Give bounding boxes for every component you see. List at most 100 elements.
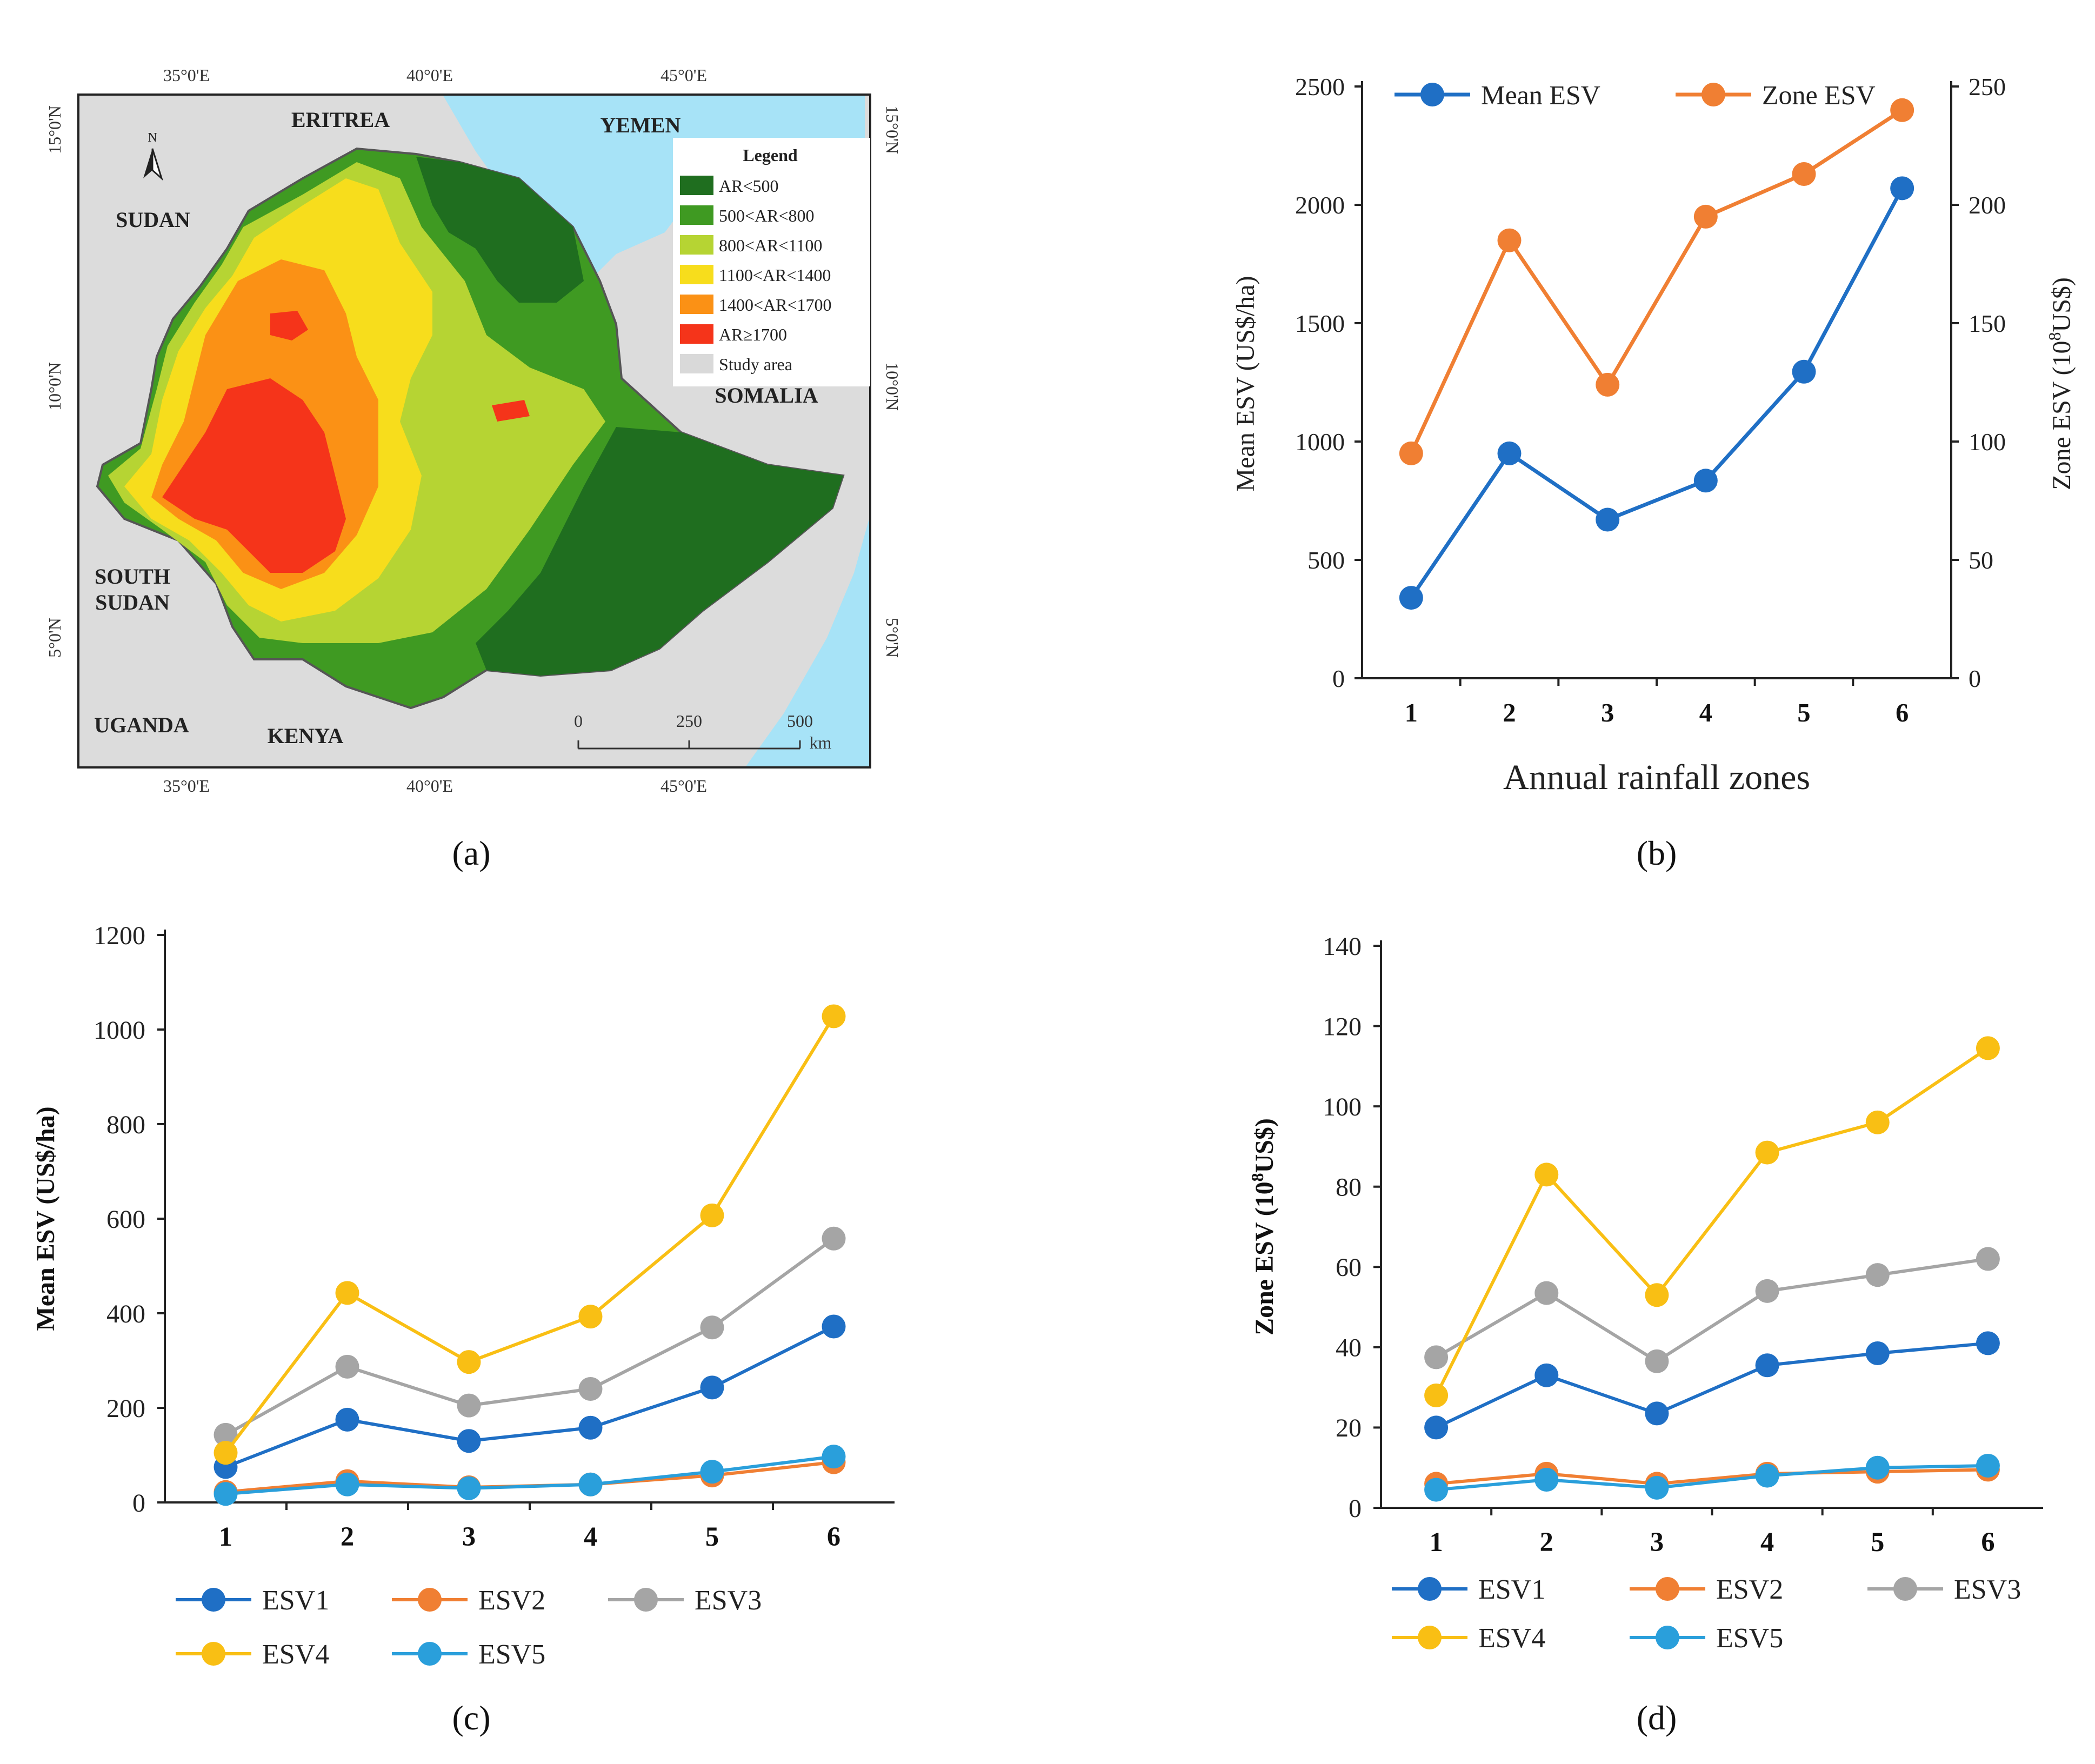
country-label-kenya: KENYA bbox=[268, 724, 344, 748]
panel-d-legend-esv3-label: ESV3 bbox=[1954, 1574, 2021, 1605]
panel-c-chart: 0 200 400 600 800 1000 1200 1 2 3 4 5 6 Mean ESV (US$… bbox=[31, 921, 895, 1670]
panel-b-chart: 0 500 1000 1500 2000 2500 0 50 100 150 200 250 1 2 3 4 5… bbox=[1231, 73, 2076, 797]
panel-c-point-esv1-6 bbox=[822, 1314, 846, 1339]
panel-b-point-zone-esv-5 bbox=[1792, 162, 1816, 186]
country-label-south-sudan-2: SUDAN bbox=[95, 590, 170, 614]
panel-d-series-line-esv3 bbox=[1435, 1257, 1989, 1364]
map-legend-swatch-2 bbox=[680, 205, 713, 225]
panel-d-ytick-label-120: 120 bbox=[1323, 1012, 1362, 1041]
panel-d-ylabel-end: US$) bbox=[1250, 1118, 1279, 1173]
panel-b-y2label-main: Zone ESV (10 bbox=[2047, 340, 2076, 490]
panel-d-point-esv4-1 bbox=[1424, 1384, 1449, 1407]
panel-b-legend-mean-esv-marker bbox=[1420, 83, 1444, 106]
panel-b-point-zone-esv-1 bbox=[1399, 441, 1423, 465]
panel-d-point-esv5-5 bbox=[1865, 1455, 1890, 1480]
panel-c-ytick-label-400: 400 bbox=[106, 1300, 145, 1328]
panel-c-legend-esv5-label: ESV5 bbox=[478, 1639, 545, 1670]
map-legend-swatch-1 bbox=[680, 176, 713, 195]
panel-d-ytick-label-100: 100 bbox=[1323, 1093, 1362, 1121]
panel-c-point-esv3-6 bbox=[822, 1226, 846, 1251]
panel-c-legend-esv1-marker bbox=[202, 1588, 225, 1612]
panel-d-point-esv1-4 bbox=[1755, 1353, 1779, 1378]
scale-unit: km bbox=[810, 733, 832, 752]
panel-d-ytick-label-80: 80 bbox=[1336, 1173, 1362, 1202]
panel-c-point-esv1-4 bbox=[578, 1415, 603, 1440]
panel-b-y2label-end: US$) bbox=[2047, 277, 2076, 332]
map-lat-label-right-15: 15°0'N bbox=[883, 105, 902, 154]
panel-d-point-esv1-5 bbox=[1865, 1341, 1890, 1365]
panel-c-ytick-label-800: 800 bbox=[106, 1111, 145, 1139]
panel-c-xtick-label-2: 2 bbox=[341, 1521, 354, 1552]
map-lat-label-right-10: 10°0'N bbox=[883, 362, 902, 411]
panel-d-xtick-label-5: 5 bbox=[1871, 1527, 1884, 1557]
panel-b-xtick-label-4: 4 bbox=[1699, 699, 1712, 727]
panel-d-xtick-label-4: 4 bbox=[1760, 1527, 1774, 1557]
panel-d-legend-esv1-marker bbox=[1418, 1577, 1442, 1601]
map-legend-swatch-3 bbox=[680, 235, 713, 255]
panel-d-xtick-label-6: 6 bbox=[1981, 1527, 1994, 1557]
panel-b-series-line-zone-esv bbox=[1409, 108, 1904, 455]
panel-c-point-esv3-1 bbox=[213, 1422, 238, 1447]
panel-label-d: (d) bbox=[1637, 1699, 1677, 1737]
panel-d-point-esv5-2 bbox=[1534, 1468, 1559, 1492]
panel-c-ylabel: Mean ESV (US$/ha) bbox=[31, 1106, 60, 1331]
panel-c-point-esv5-2 bbox=[335, 1472, 359, 1496]
panel-b-xtick-label-1: 1 bbox=[1405, 699, 1418, 727]
panel-b-y2tick-label-0: 0 bbox=[1969, 665, 1981, 692]
panel-c-point-esv5-1 bbox=[213, 1482, 238, 1506]
map-lon-label-bottom-35: 35°0'E bbox=[163, 776, 210, 796]
panel-d-point-esv1-2 bbox=[1534, 1363, 1559, 1387]
panel-label-b: (b) bbox=[1637, 834, 1677, 872]
panel-b-legend-mean-esv-label: Mean ESV bbox=[1481, 80, 1600, 110]
panel-c-xtick-label-6: 6 bbox=[827, 1521, 840, 1552]
panel-d-ytick-label-140: 140 bbox=[1323, 932, 1362, 961]
zone-ar-lt-500-se bbox=[476, 427, 843, 676]
panel-c-ytick-label-1000: 1000 bbox=[94, 1016, 145, 1045]
panel-b-point-zone-esv-4 bbox=[1693, 204, 1718, 229]
map-legend-box bbox=[673, 138, 870, 386]
panel-d-ylabel: Zone ESV (108US$) bbox=[1247, 1118, 1279, 1335]
map-legend-label-5: 1400<AR<1700 bbox=[719, 295, 832, 315]
map-lat-label-right-5: 5°0'N bbox=[883, 618, 902, 658]
country-label-sudan: SUDAN bbox=[116, 208, 190, 232]
panel-d-legend-esv4-marker bbox=[1418, 1626, 1442, 1649]
panel-label-a: (a) bbox=[452, 834, 490, 872]
panel-d-ytick-label-40: 40 bbox=[1336, 1334, 1362, 1362]
scale-tick-250: 250 bbox=[676, 711, 702, 731]
panel-c-legend-esv3-marker bbox=[634, 1588, 658, 1612]
panel-d-legend: ESV1 ESV2 ESV3 ESV4 ESV5 bbox=[1392, 1574, 2021, 1654]
panel-c-point-esv3-2 bbox=[335, 1354, 359, 1379]
panel-d-point-esv1-6 bbox=[1976, 1331, 2000, 1355]
panel-d-legend-esv3-marker bbox=[1893, 1577, 1917, 1601]
map-lon-label-bottom-45: 45°0'E bbox=[660, 776, 707, 796]
country-label-uganda: UGANDA bbox=[94, 713, 189, 737]
panel-d-xtick-label-1: 1 bbox=[1429, 1527, 1443, 1557]
panel-c-ytick-label-0: 0 bbox=[132, 1489, 145, 1518]
scale-bar: 0 250 500 km bbox=[574, 711, 832, 752]
map-legend-swatch-6 bbox=[680, 324, 713, 344]
panel-c-point-esv4-5 bbox=[700, 1203, 724, 1227]
country-label-somalia: SOMALIA bbox=[715, 383, 818, 407]
panel-d-ytick-label-20: 20 bbox=[1336, 1414, 1362, 1442]
panel-d-ylabel-sup: 8 bbox=[1247, 1173, 1267, 1181]
panel-b-point-zone-esv-6 bbox=[1890, 98, 1914, 122]
panel-b-y2label-sup: 8 bbox=[2045, 332, 2064, 340]
panel-c-series-line-esv1 bbox=[225, 1325, 835, 1469]
panel-b-ytick-label-500: 500 bbox=[1307, 546, 1345, 574]
panel-c-legend-esv3-label: ESV3 bbox=[695, 1585, 762, 1616]
map-legend-label-2: 500<AR<800 bbox=[719, 206, 815, 225]
panel-d-point-esv3-1 bbox=[1424, 1345, 1449, 1369]
panel-d-ylabel-main: Zone ESV (10 bbox=[1250, 1181, 1279, 1335]
panel-d-ytick-label-0: 0 bbox=[1349, 1494, 1362, 1523]
panel-b-point-mean-esv-5 bbox=[1792, 359, 1816, 384]
panel-d-point-esv4-2 bbox=[1534, 1162, 1559, 1187]
panel-d-point-esv4-4 bbox=[1755, 1140, 1779, 1165]
panel-d-point-esv5-1 bbox=[1424, 1478, 1449, 1502]
scale-tick-0: 0 bbox=[574, 711, 583, 731]
map-lat-label-left-15: 15°0'N bbox=[45, 105, 64, 154]
panel-d-point-esv3-3 bbox=[1645, 1349, 1669, 1373]
panel-b-xtick-label-6: 6 bbox=[1896, 699, 1909, 727]
panel-c-series-line-esv3 bbox=[225, 1237, 835, 1436]
map-legend-label-3: 800<AR<1100 bbox=[719, 236, 822, 255]
panel-b-y2tick-label-250: 250 bbox=[1969, 73, 2006, 101]
